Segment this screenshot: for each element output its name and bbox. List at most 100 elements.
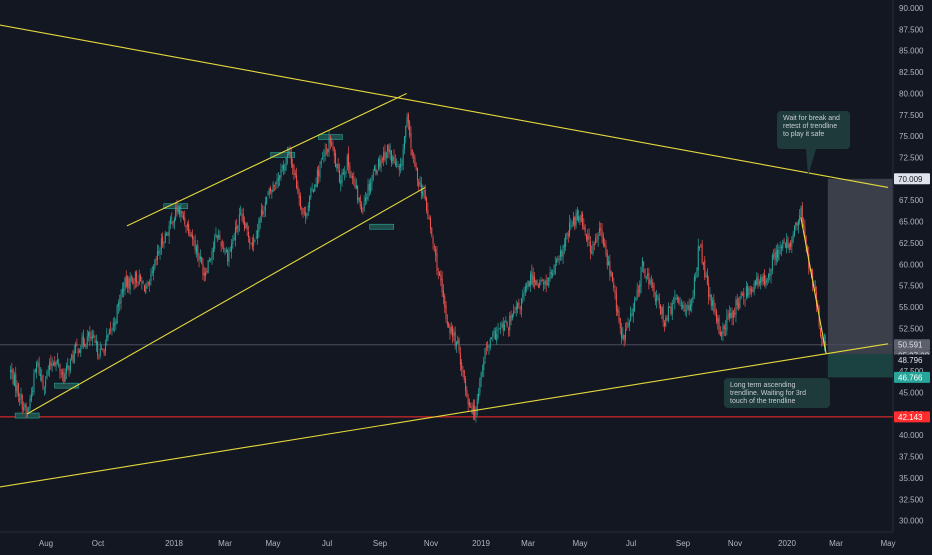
candle-body xyxy=(578,216,580,222)
x-tick-label: May xyxy=(572,539,587,548)
candle-body xyxy=(416,167,418,181)
trendline-long-term-ascending[interactable] xyxy=(0,343,889,491)
candle-body xyxy=(765,280,767,286)
candle-body xyxy=(440,274,442,281)
candle-body xyxy=(526,285,528,288)
candle-body xyxy=(617,309,619,313)
candle-body xyxy=(782,242,784,249)
candle-body xyxy=(275,182,277,185)
candle-body xyxy=(319,166,321,178)
candle-body xyxy=(220,241,222,247)
trendline-descending-resistance[interactable] xyxy=(0,21,889,188)
candle-body xyxy=(626,327,628,329)
candle-body xyxy=(184,217,186,225)
candle-body xyxy=(98,356,100,358)
candle-body xyxy=(601,230,603,238)
y-tick-label: 65.000 xyxy=(899,218,924,227)
candle-body xyxy=(648,272,650,285)
highlight-zone[interactable] xyxy=(54,382,79,389)
candle-body xyxy=(272,183,274,192)
candle-body xyxy=(536,280,538,285)
candle-body xyxy=(377,159,379,169)
candle-body xyxy=(201,256,203,264)
candle-body xyxy=(86,336,88,345)
callout-top[interactable]: Wait for break and retest of trendline t… xyxy=(777,111,850,149)
candle-body xyxy=(242,213,244,224)
candle-body xyxy=(231,243,233,252)
candle-body xyxy=(30,393,32,401)
y-tick-label: 85.000 xyxy=(899,47,924,56)
candle-body xyxy=(718,317,720,334)
candle-body xyxy=(596,240,598,242)
candle-body xyxy=(619,318,621,329)
candle-body xyxy=(481,369,483,371)
candle-body xyxy=(632,308,634,316)
candle-body xyxy=(584,227,586,232)
candle-body xyxy=(348,153,350,167)
candle-body xyxy=(580,214,582,223)
candle-body xyxy=(59,363,61,373)
candle-body xyxy=(595,238,597,243)
candle-body xyxy=(435,248,437,256)
candle-body xyxy=(634,300,636,311)
candle-body xyxy=(796,222,798,226)
candle-body xyxy=(708,283,710,297)
candle-body xyxy=(125,275,127,287)
candle-body xyxy=(302,208,304,215)
candle-body xyxy=(801,205,803,225)
candle-body xyxy=(202,263,204,276)
candle-body xyxy=(615,292,617,311)
candle-body xyxy=(649,280,651,284)
y-tick-label: 47.500 xyxy=(899,367,924,376)
candle-body xyxy=(111,329,113,331)
candle-body xyxy=(62,372,64,374)
candle-body xyxy=(749,289,751,291)
candle-body xyxy=(357,185,359,201)
candle-body xyxy=(683,305,685,312)
candle-body xyxy=(608,260,610,266)
candle-body xyxy=(292,164,294,168)
candle-body xyxy=(427,209,429,216)
candle-body xyxy=(143,284,145,292)
projection-box[interactable] xyxy=(827,178,893,355)
candle-body xyxy=(598,228,600,233)
candle-body xyxy=(123,289,125,292)
candle-body xyxy=(570,224,572,226)
candle-body xyxy=(294,173,296,176)
candle-body xyxy=(370,182,372,193)
candle-body xyxy=(179,205,181,215)
candle-body xyxy=(234,227,236,240)
trendline-channel-lower[interactable] xyxy=(26,186,426,415)
candle-body xyxy=(154,260,156,268)
candle-body xyxy=(80,348,82,354)
candle-body xyxy=(444,296,446,308)
candle-body xyxy=(446,321,448,325)
candle-body xyxy=(364,198,366,202)
trendline-channel-upper[interactable] xyxy=(126,92,407,227)
candle-body xyxy=(90,337,92,339)
callout-bottom[interactable]: Long term ascending trendline. Waiting f… xyxy=(724,378,830,408)
candle-body xyxy=(237,225,239,232)
candle-body xyxy=(420,183,422,194)
target-box[interactable] xyxy=(827,354,893,378)
candle-body xyxy=(253,237,255,246)
candle-body xyxy=(227,250,229,262)
candle-body xyxy=(259,217,261,223)
candle-body xyxy=(686,311,688,313)
candle-body xyxy=(764,274,766,285)
candle-body xyxy=(140,275,142,281)
y-tick-label: 37.500 xyxy=(899,453,924,462)
candle-body xyxy=(442,290,444,298)
trendline-drop-line[interactable] xyxy=(800,217,827,355)
candle-body xyxy=(777,249,779,258)
candle-body xyxy=(329,137,331,144)
candle-body xyxy=(715,310,717,322)
candle-body xyxy=(774,252,776,259)
highlight-zone[interactable] xyxy=(369,223,394,230)
candle-body xyxy=(296,175,298,188)
candle-body xyxy=(791,239,793,247)
candle-body xyxy=(458,338,460,352)
candle-body xyxy=(216,235,218,239)
candle-body xyxy=(353,178,355,180)
